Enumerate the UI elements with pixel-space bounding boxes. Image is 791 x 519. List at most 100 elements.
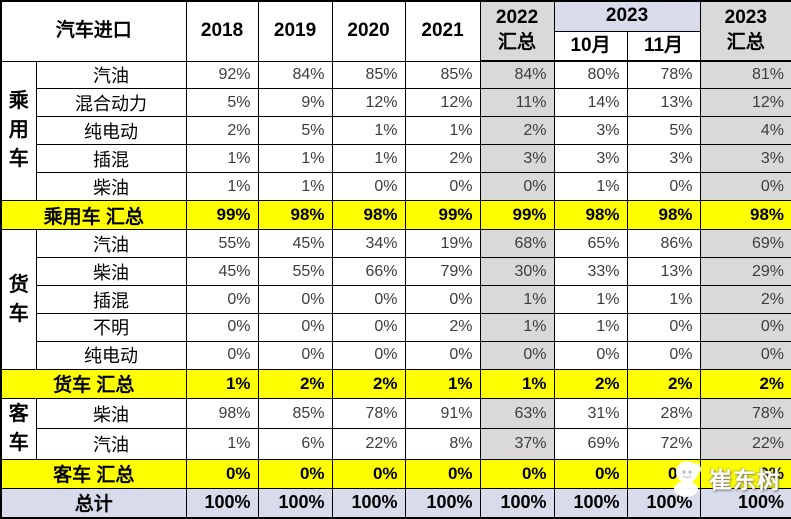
value-cell: 0% [404,172,481,202]
value-cell: 45% [257,229,333,259]
section-total-label: 乘用车 汇总 [0,200,187,231]
col-header-2022-total-line1: 2022 [495,7,539,29]
section-total-value: 99% [185,200,259,231]
row-label: 纯电动 [35,116,187,146]
value-cell: 31% [553,397,628,430]
section-total-label: 货车 汇总 [0,368,187,399]
data-row: 纯电动 2% 5% 1% 1% 2% 3% 5% 4% [1,116,791,146]
section-total-value: 98% [257,200,333,231]
value-cell: 98% [185,397,259,430]
data-row: 插混 0% 0% 0% 0% 1% 1% 1% 2% [1,285,791,314]
value-cell: 11% [479,88,555,118]
value-cell: 72% [626,428,701,460]
row-label: 插混 [35,144,187,174]
value-cell: 37% [479,428,555,460]
row-label: 混合动力 [35,88,187,118]
grand-total-value: 100% [699,487,791,519]
grand-total-value: 100% [331,487,406,519]
col-header-2023-total: 2023 汇总 [699,0,791,62]
value-cell: 55% [185,229,259,259]
section-total-value: 99% [479,200,555,231]
header-row-2: 10月 11月 [1,30,791,62]
value-cell: 68% [479,229,555,259]
section-total-value: 2% [553,368,628,399]
value-cell: 0% [553,340,628,370]
value-cell: 2% [404,312,481,342]
value-cell: 0% [626,172,701,202]
row-label: 插混 [35,285,187,314]
value-cell: 12% [331,88,406,118]
value-cell: 3% [479,144,555,174]
col-header-2023-nov: 11月 [626,30,701,62]
value-cell: 1% [257,172,333,202]
group-label: 货车 [0,229,37,370]
value-cell: 1% [185,172,259,202]
col-header-2021: 2021 [404,0,481,62]
value-cell: 5% [257,116,333,146]
section-total-row: 货车 汇总 1% 2% 2% 1% 1% 2% 2% 2% [0,368,791,399]
row-label: 不明 [35,312,187,342]
value-cell: 2% [185,116,259,146]
value-cell: 86% [626,229,701,259]
col-header-2023-oct: 10月 [553,30,628,62]
data-row: 乘用车 汽油 92% 84% 85% 85% 84% 80% 78% 81% [0,60,791,202]
value-cell: 5% [185,88,259,118]
section-total-value: 2% [626,368,701,399]
value-cell: 33% [553,257,628,287]
value-cell: 30% [479,257,555,287]
value-cell: 63% [479,397,555,430]
value-cell: 6% [257,428,333,460]
group-label: 客车 [0,397,37,460]
section-total-value: 0% [257,458,333,489]
value-cell: 0% [257,285,333,314]
value-cell: 0% [185,312,259,342]
section-total-row: 乘用车 汇总 99% 98% 98% 99% 99% 98% 98% 98% [0,200,791,231]
value-cell: 80% [553,60,628,90]
value-cell: 3% [553,144,628,174]
value-cell: 78% [699,397,791,430]
value-cell: 22% [699,428,791,460]
data-row: 插混 1% 1% 1% 2% 3% 3% 3% 3% [1,144,791,174]
col-header-2023-group: 2023 [553,0,701,32]
section-total-value: 0% [553,458,628,489]
value-cell: 0% [699,172,791,202]
section-total-value: 0% [626,458,701,489]
col-header-2022-total-line2: 汇总 [498,32,537,53]
data-row: 不明 0% 0% 0% 2% 1% 1% 0% 0% [1,312,791,342]
col-header-2020: 2020 [331,0,406,62]
grand-total-value: 100% [479,487,555,519]
value-cell: 0% [185,340,259,370]
data-row: 混合动力 5% 9% 12% 12% 11% 14% 13% 12% [1,88,791,118]
value-cell: 3% [626,144,701,174]
row-label: 柴油 [35,172,187,202]
value-cell: 2% [404,144,481,174]
value-cell: 78% [626,60,701,90]
section-total-value: 0% [404,458,481,489]
data-row: 纯电动 0% 0% 0% 0% 0% 0% 0% 0% [1,340,791,370]
value-cell: 78% [331,397,406,430]
value-cell: 0% [331,312,406,342]
section-total-value: 1% [404,368,481,399]
section-total-value: 0% [699,458,791,489]
col-header-2019: 2019 [257,0,333,62]
value-cell: 84% [257,60,333,90]
grand-total-row: 总计 100% 100% 100% 100% 100% 100% 100% 100% [0,487,791,519]
value-cell: 1% [626,285,701,314]
value-cell: 0% [699,312,791,342]
value-cell: 0% [331,172,406,202]
value-cell: 1% [479,285,555,314]
value-cell: 0% [257,340,333,370]
value-cell: 0% [404,340,481,370]
value-cell: 29% [699,257,791,287]
value-cell: 1% [185,144,259,174]
value-cell: 85% [331,60,406,90]
value-cell: 1% [404,116,481,146]
col-header-2018: 2018 [185,0,259,62]
value-cell: 69% [699,229,791,259]
section-total-value: 0% [185,458,259,489]
col-header-2022-total: 2022 汇总 [479,0,555,62]
section-total-value: 99% [404,200,481,231]
value-cell: 1% [553,172,628,202]
section-total-value: 0% [479,458,555,489]
